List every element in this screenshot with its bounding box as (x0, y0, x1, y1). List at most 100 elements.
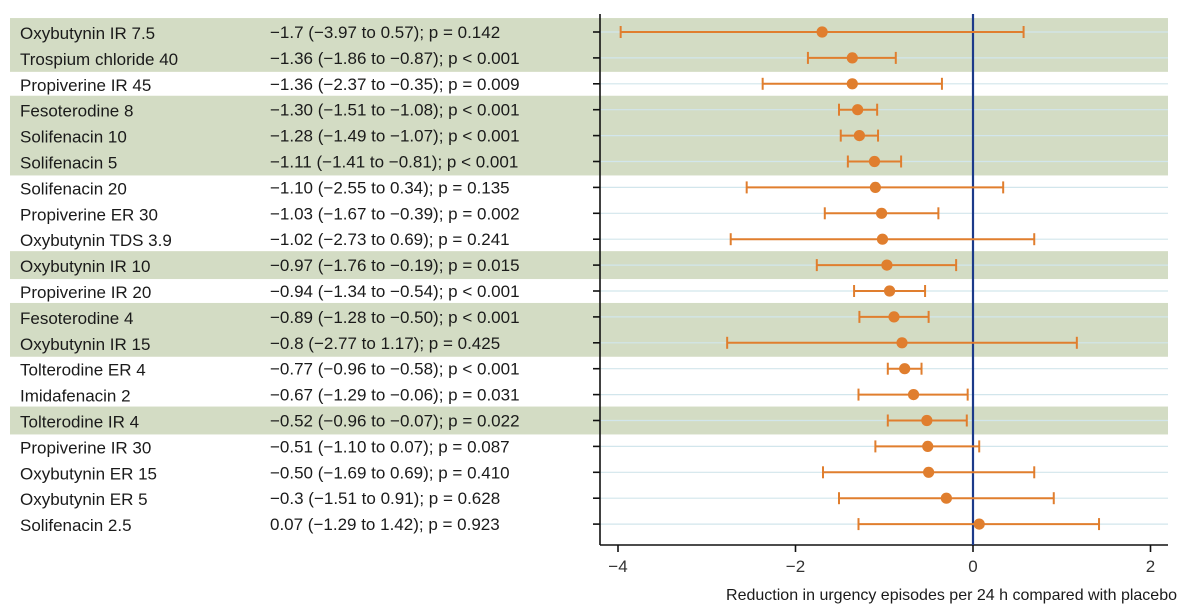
row-stat-estimate: 0.07 (−1.29 to 1.42); (270, 515, 428, 534)
row-label: Solifenacin 10 (20, 128, 127, 147)
row-stat-pvalue: p < 0.001 (447, 153, 518, 172)
row-stat: −0.8 (−2.77 to 1.17); p = 0.425 (270, 334, 500, 353)
row-stat: −1.11 (−1.41 to −0.81); p < 0.001 (270, 153, 518, 172)
row-label: Imidafenacin 2 (20, 387, 131, 406)
x-tick-label: −4 (608, 557, 627, 576)
estimate-point (868, 155, 881, 168)
estimate-point (876, 233, 889, 245)
row-stat: −0.67 (−1.29 to −0.06); p = 0.031 (270, 386, 520, 405)
row-label: Oxybutynin TDS 3.9 (20, 231, 172, 250)
row-stat-pvalue: p = 0.022 (448, 412, 519, 431)
highlight-band (10, 302, 1168, 357)
row-label: Oxybutynin IR 7.5 (20, 24, 155, 43)
row-label: Propiverine IR 20 (20, 283, 151, 302)
x-tick-label: 0 (968, 557, 977, 576)
row-stat-pvalue: p = 0.410 (438, 463, 509, 482)
estimate-point (846, 52, 858, 64)
row-stat-estimate: −0.97 (−1.76 to −0.19); (270, 256, 448, 275)
estimate-point (940, 492, 952, 504)
estimate-point (896, 337, 908, 349)
row-stat: −1.02 (−2.73 to 0.69); p = 0.241 (270, 230, 510, 249)
row-label: Oxybutynin IR 15 (20, 335, 150, 354)
row-stat: −0.77 (−0.96 to −0.58); p < 0.001 (270, 360, 520, 379)
row-stat: −1.30 (−1.51 to −1.08); p < 0.001 (270, 101, 520, 120)
estimate-point (923, 466, 935, 478)
row-statistics: −1.7 (−3.97 to 0.57); p = 0.142 −1.36 (−1… (270, 23, 520, 534)
row-stat-estimate: −1.36 (−2.37 to −0.35); (270, 75, 448, 94)
row-labels: Oxybutynin IR 7.5 Trospium chloride 40 Pro… (20, 24, 178, 535)
row-stat-pvalue: p = 0.031 (448, 386, 519, 405)
row-stat-pvalue: p = 0.923 (428, 515, 499, 534)
row-stat-pvalue: p = 0.009 (448, 75, 519, 94)
row-stat-estimate: −1.28 (−1.49 to −1.07); (270, 127, 448, 146)
row-label: Solifenacin 2.5 (20, 516, 132, 535)
row-stat-estimate: −1.30 (−1.51 to −1.08); (270, 101, 448, 120)
y-ticks (593, 31, 600, 525)
estimate-point (852, 104, 864, 116)
row-stat: −1.28 (−1.49 to −1.07); p < 0.001 (270, 127, 520, 146)
row-stat-pvalue: p = 0.628 (429, 489, 500, 508)
row-stat: −1.7 (−3.97 to 0.57); p = 0.142 (270, 23, 500, 42)
estimate-point (875, 207, 888, 219)
row-stat: −0.52 (−0.96 to −0.07); p = 0.022 (270, 412, 520, 431)
row-label: Propiverine IR 45 (20, 76, 151, 95)
estimate-point (846, 78, 858, 90)
row-stat-pvalue: p = 0.425 (429, 334, 500, 353)
row-stat: −0.97 (−1.76 to −0.19); p = 0.015 (270, 256, 520, 275)
row-stat: −1.03 (−1.67 to −0.39); p = 0.002 (270, 204, 520, 223)
estimate-point (888, 311, 900, 323)
estimate-point (883, 285, 896, 297)
estimate-point (899, 363, 911, 375)
row-stat-estimate: −1.7 (−3.97 to 0.57); (270, 23, 429, 42)
row-stat-estimate: −1.10 (−2.55 to 0.34); (270, 178, 438, 197)
row-stat: −1.10 (−2.55 to 0.34); p = 0.135 (270, 178, 510, 197)
row-stat-estimate: −0.8 (−2.77 to 1.17); (270, 334, 429, 353)
row-label: Fesoterodine 8 (20, 102, 133, 121)
row-stat-pvalue: p < 0.001 (448, 282, 519, 301)
row-label: Fesoterodine 4 (20, 309, 133, 328)
row-stat: 0.07 (−1.29 to 1.42); p = 0.923 (270, 515, 500, 534)
row-stat-estimate: −0.89 (−1.28 to −0.50); (270, 308, 448, 327)
row-stat-pvalue: p < 0.001 (448, 127, 519, 146)
row-stat-estimate: −0.50 (−1.69 to 0.69); (270, 463, 438, 482)
estimate-point (922, 440, 934, 452)
x-axis-title: Reduction in urgency episodes per 24 h c… (726, 587, 1177, 604)
row-stat-pvalue: p < 0.001 (448, 308, 519, 327)
row-label: Oxybutynin IR 10 (20, 257, 150, 276)
row-stat-pvalue: p = 0.087 (438, 437, 509, 456)
row-stat-estimate: −1.36 (−1.86 to −0.87); (270, 49, 448, 68)
row-label: Propiverine ER 30 (20, 205, 158, 224)
estimate-point (853, 130, 866, 142)
estimate-point (907, 389, 920, 401)
estimate-point (816, 26, 828, 38)
row-label: Solifenacin 20 (20, 179, 127, 198)
highlight-band (10, 18, 1168, 72)
row-label: Oxybutynin ER 5 (20, 490, 148, 509)
row-stat: −1.36 (−2.37 to −0.35); p = 0.009 (270, 75, 520, 94)
row-label: Tolterodine ER 4 (20, 361, 146, 380)
row-label: Oxybutynin ER 15 (20, 464, 157, 483)
x-ticks: −4 −2 0 2 (608, 545, 1155, 576)
highlight-bands (10, 18, 1168, 435)
row-stat-pvalue: p < 0.001 (448, 101, 519, 120)
row-label: Trospium chloride 40 (20, 50, 178, 69)
row-stat-estimate: −0.67 (−1.29 to −0.06); (270, 386, 448, 405)
estimates-with-ci (619, 26, 1101, 531)
row-stat-pvalue: p = 0.015 (448, 256, 519, 275)
row-stat-estimate: −1.02 (−2.73 to 0.69); (270, 230, 438, 249)
row-stat-pvalue: p < 0.001 (448, 360, 519, 379)
row-stat: −1.36 (−1.86 to −0.87); p < 0.001 (270, 49, 520, 68)
row-stat: −0.94 (−1.34 to −0.54); p < 0.001 (270, 282, 520, 301)
row-stat-estimate: −0.3 (−1.51 to 0.91); (270, 489, 429, 508)
row-stat-pvalue: p = 0.241 (438, 230, 509, 249)
row-stat-estimate: −0.77 (−0.96 to −0.58); (270, 360, 448, 379)
estimate-point (921, 414, 933, 427)
row-stat-estimate: −1.11 (−1.41 to −0.81); (270, 153, 447, 172)
row-label: Propiverine IR 30 (20, 438, 151, 457)
estimate-point (881, 259, 893, 271)
row-stat-pvalue: p < 0.001 (448, 49, 519, 68)
row-stat-estimate: −0.52 (−0.96 to −0.07); (270, 412, 448, 431)
row-stat: −0.89 (−1.28 to −0.50); p < 0.001 (270, 308, 520, 327)
estimate-point (869, 181, 881, 193)
